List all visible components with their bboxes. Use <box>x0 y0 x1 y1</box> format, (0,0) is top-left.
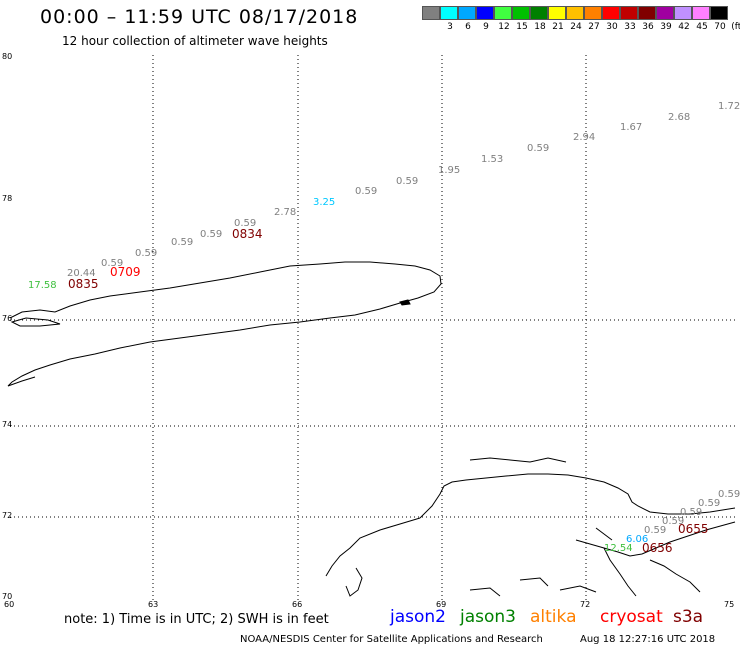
wave-height-value: 12.54 <box>604 543 633 554</box>
track-time-label: 0656 <box>642 541 673 555</box>
scale-label: 9 <box>483 22 489 32</box>
scale-swatch <box>566 6 584 20</box>
wave-height-value: 1.72 <box>718 101 740 112</box>
scale-swatch <box>548 6 566 20</box>
scale-swatch <box>692 6 710 20</box>
scale-swatch <box>656 6 674 20</box>
scale-swatch <box>674 6 692 20</box>
wave-height-value: 3.25 <box>313 197 335 208</box>
wave-height-value: 0.59 <box>355 186 377 197</box>
satellite-legend-jason2: jason2 <box>390 607 446 627</box>
wave-height-value: 0.59 <box>680 507 702 518</box>
scale-label: 12 <box>498 22 510 32</box>
scale-swatch <box>584 6 602 20</box>
scale-swatch <box>638 6 656 20</box>
track-time-label: 0834 <box>232 227 263 241</box>
scale-label: 18 <box>534 22 546 32</box>
scale-label: 6 <box>465 22 471 32</box>
wave-height-value: 2.78 <box>274 207 296 218</box>
wave-height-value: 1.67 <box>620 122 642 133</box>
wave-height-value: 0.59 <box>698 498 720 509</box>
scale-swatch <box>620 6 638 20</box>
units-note: note: 1) Time is in UTC; 2) SWH is in fe… <box>64 612 329 627</box>
scale-label: 33 <box>624 22 636 32</box>
wave-height-value: 0.59 <box>718 489 740 500</box>
wave-height-value: 0.59 <box>644 525 666 536</box>
scale-swatch <box>530 6 548 20</box>
wave-height-value: 2.68 <box>668 112 690 123</box>
scale-swatch <box>602 6 620 20</box>
scale-label: 21 <box>552 22 564 32</box>
scale-label: 3 <box>447 22 453 32</box>
scale-label: (ft) <box>731 22 740 32</box>
wave-height-value: 0.59 <box>662 516 684 527</box>
wave-height-value: 6.06 <box>626 534 648 545</box>
lon-label-60: 60 <box>4 600 15 609</box>
satellite-legend-s3a: s3a <box>673 607 704 627</box>
credit-line: NOAA/NESDIS Center for Satellite Applica… <box>240 634 543 645</box>
graticule <box>10 55 735 600</box>
lat-label-70: 70 <box>2 592 13 601</box>
lat-label-76: 76 <box>2 314 13 323</box>
scale-swatch <box>422 6 440 20</box>
wave-height-value: 2.94 <box>573 132 595 143</box>
page-title: 00:00 – 11:59 UTC 08/17/2018 <box>40 6 359 28</box>
lat-label-74: 74 <box>2 420 13 429</box>
scale-swatch <box>494 6 512 20</box>
wave-height-value: 17.58 <box>28 280 57 291</box>
wave-height-value: 0.59 <box>527 143 549 154</box>
scale-label: 27 <box>588 22 600 32</box>
scale-label: 15 <box>516 22 528 32</box>
wave-height-value: 1.53 <box>481 154 503 165</box>
wave-height-value: 0.59 <box>101 258 123 269</box>
scale-label: 36 <box>642 22 654 32</box>
lon-label-75: 75 <box>724 600 735 609</box>
wave-height-value: 0.59 <box>234 218 256 229</box>
northern-island-coast <box>7 261 442 387</box>
page-subtitle: 12 hour collection of altimeter wave hei… <box>62 34 328 48</box>
coastline <box>7 261 736 597</box>
wave-height-value: 0.59 <box>396 176 418 187</box>
wave-height-value: 0.59 <box>200 229 222 240</box>
wave-height-value: 0.59 <box>171 237 193 248</box>
scale-label: 39 <box>660 22 672 32</box>
scale-label: 45 <box>696 22 708 32</box>
wave-height-value: 20.44 <box>67 268 96 279</box>
scale-swatch <box>476 6 494 20</box>
lon-label-72: 72 <box>580 600 591 609</box>
lat-label-80: 80 <box>2 52 13 61</box>
satellite-legend-cryosat: cryosat <box>600 607 663 627</box>
wave-height-value: 0.59 <box>135 248 157 259</box>
scale-label: 30 <box>606 22 618 32</box>
scale-swatch <box>512 6 530 20</box>
track-time-label: 0655 <box>678 522 709 536</box>
scale-swatch <box>710 6 728 20</box>
scale-label: 70 <box>714 22 726 32</box>
satellite-legend-altika: altika <box>530 607 577 627</box>
scale-label: 24 <box>570 22 582 32</box>
track-time-label: 0835 <box>68 277 99 291</box>
lon-label-66: 66 <box>292 600 303 609</box>
scale-label: 42 <box>678 22 690 32</box>
satellite-legend-jason3: jason3 <box>460 607 516 627</box>
wave-height-value: 1.95 <box>438 165 460 176</box>
scale-swatch <box>458 6 476 20</box>
lat-label-78: 78 <box>2 194 13 203</box>
lat-label-72: 72 <box>2 511 13 520</box>
generation-timestamp: Aug 18 12:27:16 UTC 2018 <box>580 634 716 645</box>
mainland-coast <box>419 473 736 519</box>
altimeter-tracks: 17.5820.440.590.590.590.590.592.783.250.… <box>28 101 740 555</box>
scale-swatch <box>440 6 458 20</box>
track-time-label: 0709 <box>110 265 141 279</box>
lon-label-63: 63 <box>148 600 159 609</box>
lon-label-69: 69 <box>436 600 447 609</box>
